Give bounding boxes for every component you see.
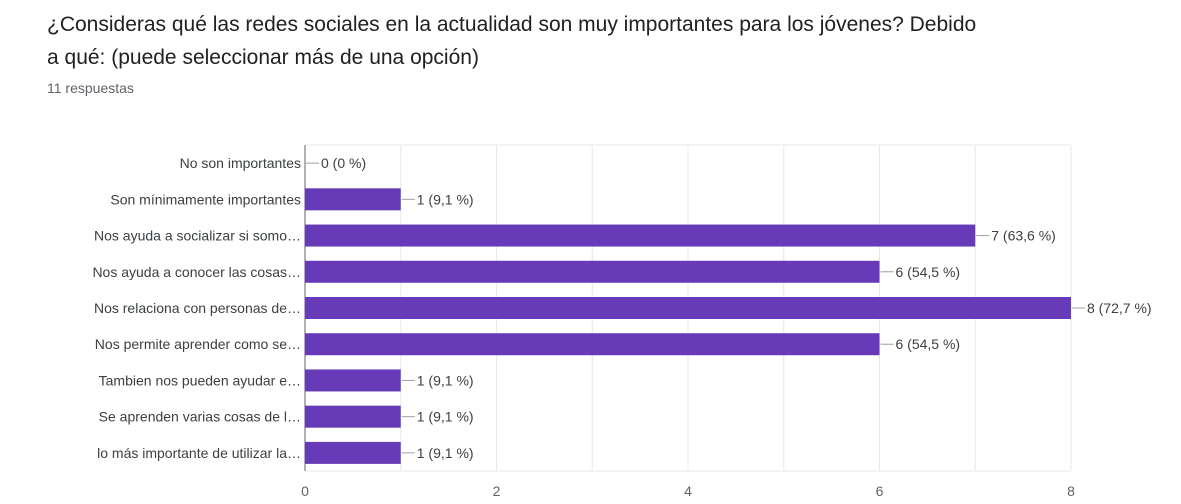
bar bbox=[305, 333, 880, 356]
category-label: Nos permite aprender como se… bbox=[95, 336, 301, 352]
x-tick-label: 8 bbox=[1067, 483, 1075, 499]
value-label: 1 (9,1 %) bbox=[417, 191, 474, 207]
question-title-line2: a qué: (puede seleccionar más de una opc… bbox=[47, 46, 479, 69]
value-label: 1 (9,1 %) bbox=[417, 445, 474, 461]
bar bbox=[305, 441, 401, 464]
bar bbox=[305, 405, 401, 428]
question-title-line1: ¿Consideras qué las redes sociales en la… bbox=[47, 13, 977, 36]
bar bbox=[305, 224, 976, 247]
bar bbox=[305, 369, 401, 392]
category-label: Se aprenden varias cosas de l… bbox=[99, 409, 301, 425]
value-label: 1 (9,1 %) bbox=[417, 372, 474, 388]
bar bbox=[305, 260, 880, 283]
category-label: lo más importante de utilizar la… bbox=[97, 445, 301, 461]
x-tick-label: 2 bbox=[493, 483, 501, 499]
chart-bars bbox=[305, 188, 1071, 464]
category-label: Son mínimamente importantes bbox=[110, 191, 301, 207]
category-label: Nos ayuda a socializar si somo… bbox=[94, 228, 301, 244]
category-label: Nos ayuda a conocer las cosas… bbox=[92, 264, 301, 280]
x-tick-label: 6 bbox=[876, 483, 884, 499]
chart-labels: 0 2 4 6 8 No son importantes 0 (0 %) Son mínima… bbox=[92, 155, 1151, 499]
value-label: 6 (54,5 %) bbox=[896, 264, 961, 280]
bar bbox=[305, 297, 1071, 319]
question-header: ¿Consideras qué las redes sociales en la… bbox=[47, 8, 1157, 96]
question-title: ¿Consideras qué las redes sociales en la… bbox=[47, 8, 1157, 74]
x-tick-label: 0 bbox=[301, 483, 309, 499]
category-label: Nos relaciona con personas de… bbox=[94, 300, 301, 316]
value-label: 7 (63,6 %) bbox=[991, 228, 1056, 244]
category-label: No son importantes bbox=[180, 155, 301, 171]
bar bbox=[305, 188, 401, 211]
category-label: Tambien nos pueden ayudar e… bbox=[99, 372, 301, 388]
value-label: 6 (54,5 %) bbox=[896, 336, 961, 352]
value-label: 0 (0 %) bbox=[321, 155, 366, 171]
value-label: 1 (9,1 %) bbox=[417, 409, 474, 425]
x-tick-label: 4 bbox=[684, 483, 692, 499]
response-count: 11 respuestas bbox=[47, 80, 134, 96]
value-label: 8 (72,7 %) bbox=[1087, 300, 1152, 316]
